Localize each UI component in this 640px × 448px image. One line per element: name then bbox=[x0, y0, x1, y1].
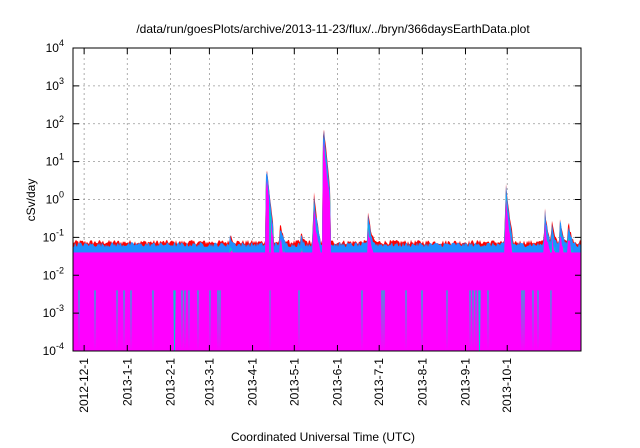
x-axis-label: Coordinated Universal Time (UTC) bbox=[231, 430, 415, 444]
series-area-5 bbox=[73, 140, 581, 351]
x-tick-label: 2013-3-1 bbox=[202, 358, 216, 406]
x-tick-label: 2013-9-1 bbox=[458, 358, 472, 406]
x-tick-label: 2013-4-1 bbox=[246, 358, 260, 406]
x-tick-label: 2013-6-1 bbox=[330, 358, 344, 406]
x-tick-label: 2013-1-1 bbox=[120, 358, 134, 406]
y-tick-label: 10-3 bbox=[43, 303, 64, 320]
chart-title: /data/run/goesPlots/archive/2013-11-23/f… bbox=[136, 22, 530, 36]
series-noise-band bbox=[73, 252, 581, 291]
axis-ticks: 10-4 10-3 10-2 10-1 100 101 102 103 104 2012-12-1… bbox=[43, 38, 581, 413]
x-tick-label: 2013-7-1 bbox=[372, 358, 386, 406]
y-tick-label: 10-1 bbox=[43, 227, 64, 244]
x-tick-label: 2012-12-1 bbox=[77, 358, 91, 413]
y-tick-label: 101 bbox=[46, 152, 64, 169]
y-tick-label: 102 bbox=[46, 114, 64, 131]
x-tick-label: 2013-10-1 bbox=[500, 358, 514, 413]
x-tick-label: 2013-5-1 bbox=[287, 358, 301, 406]
y-tick-label: 10-4 bbox=[43, 341, 64, 358]
x-tick-label: 2013-8-1 bbox=[415, 358, 429, 406]
y-tick-label: 104 bbox=[46, 38, 64, 55]
data-area bbox=[73, 129, 581, 351]
y-tick-label: 100 bbox=[46, 190, 64, 207]
x-tick-label: 2013-2-1 bbox=[163, 358, 177, 406]
y-tick-label: 10-2 bbox=[43, 265, 64, 282]
y-axis-label: cSv/day bbox=[24, 179, 38, 222]
y-tick-label: 103 bbox=[46, 76, 64, 93]
grid-lines bbox=[73, 48, 581, 351]
